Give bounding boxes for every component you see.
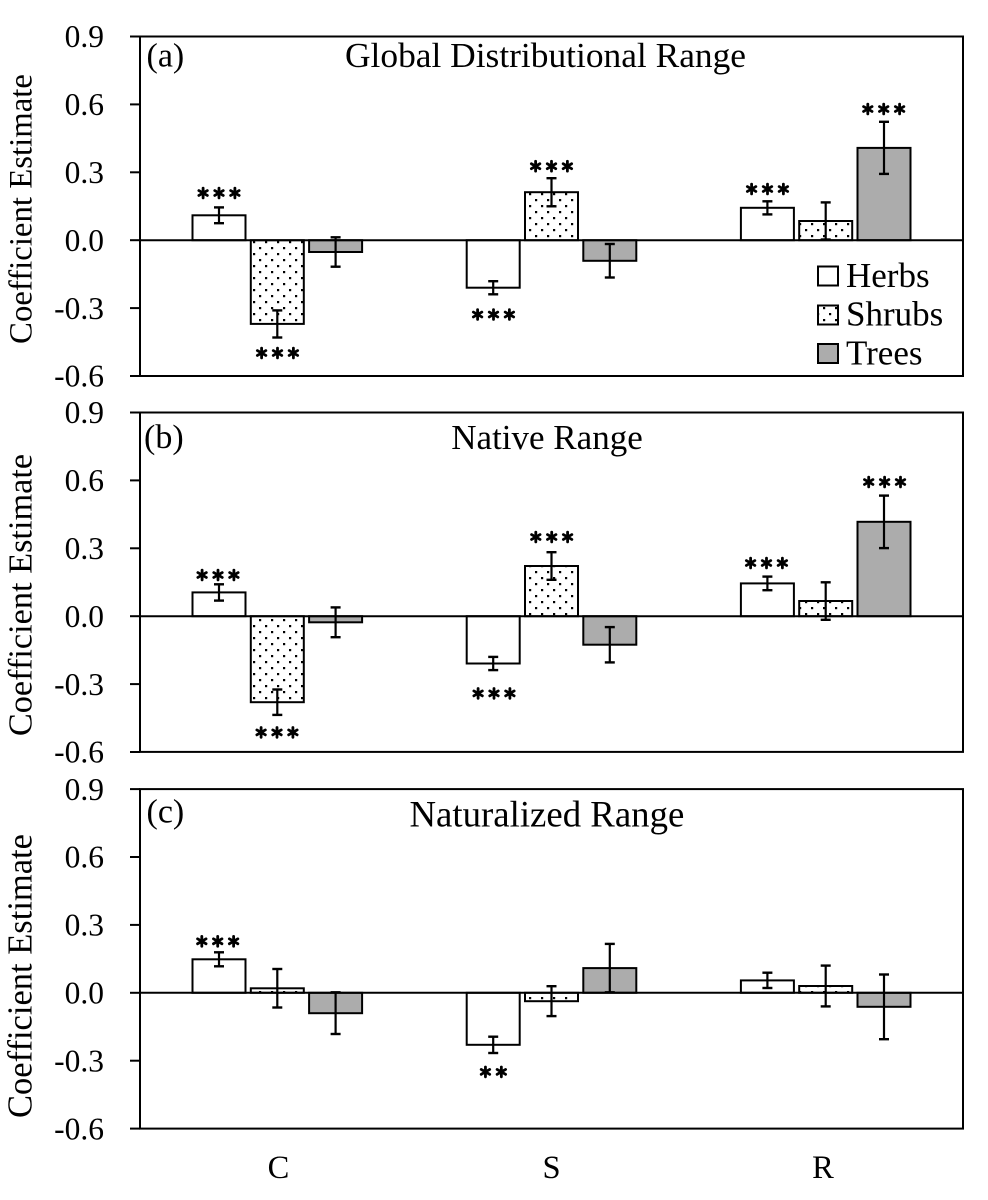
svg-text:0.6: 0.6 — [65, 840, 104, 875]
svg-text:Naturalized Range: Naturalized Range — [409, 793, 684, 834]
svg-text:-0.3: -0.3 — [54, 291, 104, 326]
svg-text:0.9: 0.9 — [65, 19, 104, 54]
svg-text:-0.6: -0.6 — [54, 735, 104, 770]
svg-text:Native Range: Native Range — [451, 418, 642, 457]
svg-text:0.6: 0.6 — [65, 463, 104, 498]
svg-text:Coefficient Estimate: Coefficient Estimate — [2, 454, 40, 736]
svg-text:Herbs: Herbs — [846, 256, 930, 295]
svg-text:0.6: 0.6 — [65, 87, 104, 122]
svg-text:C: C — [268, 1150, 290, 1186]
svg-text:0.9: 0.9 — [65, 772, 104, 807]
svg-text:(a): (a) — [147, 37, 185, 74]
svg-text:Shrubs: Shrubs — [846, 295, 943, 334]
svg-text:(b): (b) — [144, 419, 184, 456]
svg-text:0.0: 0.0 — [65, 976, 104, 1011]
svg-text:S: S — [543, 1150, 561, 1186]
svg-text:0.9: 0.9 — [65, 395, 104, 430]
svg-text:-0.3: -0.3 — [54, 1043, 104, 1078]
svg-text:-0.6: -0.6 — [54, 1111, 104, 1146]
svg-text:0.0: 0.0 — [65, 223, 104, 258]
svg-text:-0.3: -0.3 — [54, 667, 104, 702]
svg-text:Trees: Trees — [846, 334, 923, 373]
svg-text:(c): (c) — [147, 794, 185, 831]
svg-text:0.0: 0.0 — [65, 599, 104, 634]
svg-text:0.3: 0.3 — [65, 531, 104, 566]
svg-text:Coefficient Estimate: Coefficient Estimate — [4, 74, 40, 344]
svg-text:0.3: 0.3 — [65, 908, 104, 943]
svg-text:Coefficient Estimate: Coefficient Estimate — [2, 834, 40, 1118]
svg-text:0.3: 0.3 — [65, 155, 104, 190]
svg-text:Global Distributional Range: Global Distributional Range — [345, 35, 746, 75]
svg-text:-0.6: -0.6 — [54, 359, 104, 394]
svg-text:R: R — [812, 1150, 834, 1186]
